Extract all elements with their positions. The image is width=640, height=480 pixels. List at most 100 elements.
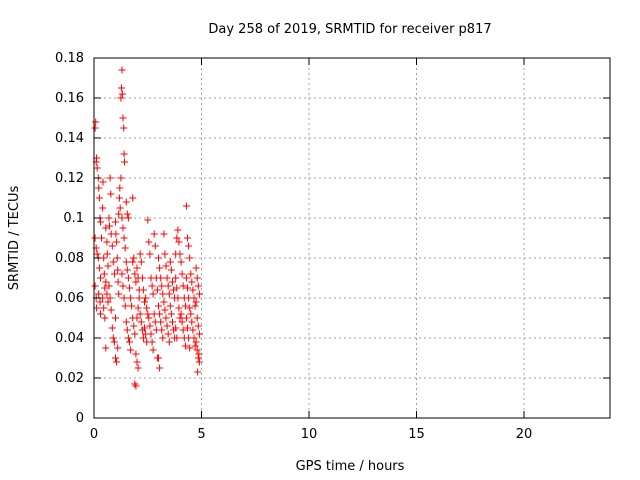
data-point: [134, 364, 142, 372]
data-point: [115, 194, 123, 202]
data-point: [99, 178, 107, 186]
data-point: [117, 174, 125, 182]
data-point: [116, 204, 124, 212]
data-point: [112, 314, 119, 322]
data-point: [195, 358, 203, 366]
data-point: [127, 346, 135, 354]
data-point: [130, 322, 138, 330]
data-point: [112, 354, 119, 362]
data-point: [165, 290, 173, 298]
data-point: [106, 174, 114, 182]
data-point: [167, 310, 175, 318]
data-point: [91, 282, 99, 290]
data-point: [139, 334, 147, 342]
data-point: [141, 324, 148, 332]
data-point: [176, 250, 184, 258]
data-point: [161, 250, 169, 258]
data-point: [138, 274, 146, 282]
data-point: [166, 302, 174, 310]
data-point: [95, 264, 103, 272]
data-points: [91, 66, 203, 390]
data-point: [105, 282, 113, 290]
x-tick-label: 0: [90, 427, 98, 442]
data-point: [190, 294, 198, 302]
data-point: [195, 290, 203, 298]
data-point: [104, 298, 112, 306]
data-point: [101, 284, 109, 292]
data-point: [193, 346, 201, 354]
data-point: [130, 254, 138, 262]
data-point: [192, 338, 200, 346]
tick-labels: 0 0.02 0.04 0.06 0.08 0.1 0.12 0.14 0.16 0.18 0 5 10…: [55, 51, 532, 442]
data-point: [136, 250, 144, 258]
data-point: [109, 334, 117, 342]
data-point: [188, 318, 196, 326]
data-point: [97, 218, 104, 226]
data-point: [124, 214, 132, 222]
data-point: [97, 274, 104, 282]
data-point: [177, 310, 185, 318]
data-point: [181, 302, 189, 310]
data-point: [145, 238, 153, 246]
data-point: [182, 202, 190, 210]
data-point: [195, 350, 203, 358]
data-point: [164, 330, 172, 338]
data-point: [141, 298, 148, 306]
data-point: [109, 258, 117, 266]
data-point: [113, 254, 121, 262]
data-point: [156, 364, 164, 372]
y-tick-label: 0.1: [63, 211, 84, 226]
data-point: [129, 258, 137, 266]
data-point: [115, 210, 123, 218]
data-point: [120, 234, 128, 242]
data-point: [157, 318, 165, 326]
data-point: [191, 342, 199, 350]
data-point: [100, 304, 108, 312]
data-point: [107, 306, 115, 314]
data-point: [108, 324, 116, 332]
data-point: [143, 304, 151, 312]
data-point: [147, 330, 155, 338]
data-point: [133, 264, 141, 272]
data-point: [113, 238, 121, 246]
y-tick-label: 0.04: [55, 331, 84, 346]
data-point: [119, 282, 127, 290]
y-tick-label: 0.06: [55, 291, 84, 306]
data-point: [133, 358, 141, 366]
data-point: [186, 254, 194, 262]
data-point: [118, 84, 125, 92]
data-point: [129, 194, 137, 202]
data-point: [156, 310, 164, 318]
x-tick-label: 20: [516, 427, 533, 442]
data-point: [108, 242, 116, 250]
plot-frame: [93, 57, 611, 419]
data-point: [162, 314, 170, 322]
data-point: [149, 346, 157, 354]
data-point: [118, 66, 126, 74]
data-point: [118, 214, 126, 222]
y-tick-label: 0.14: [55, 131, 84, 146]
data-point: [195, 330, 203, 338]
data-point: [95, 184, 103, 192]
data-point: [194, 322, 202, 330]
y-axis-label: SRMTID / TECUs: [7, 186, 22, 291]
data-point: [92, 118, 100, 126]
data-point: [103, 250, 111, 258]
y-tick-label: 0.08: [55, 251, 84, 266]
data-point: [106, 222, 113, 230]
data-point: [120, 150, 128, 158]
data-point: [118, 90, 126, 98]
data-point: [124, 334, 132, 342]
x-axis-label: GPS time / hours: [296, 459, 405, 474]
data-point: [174, 226, 182, 234]
data-point: [181, 342, 189, 350]
data-point: [98, 234, 105, 242]
data-point: [146, 322, 154, 330]
data-point: [182, 274, 190, 282]
data-point: [99, 204, 107, 212]
data-point: [136, 310, 144, 318]
data-point: [122, 258, 130, 266]
data-point: [184, 234, 191, 242]
data-point: [160, 230, 168, 238]
data-point: [110, 270, 118, 278]
